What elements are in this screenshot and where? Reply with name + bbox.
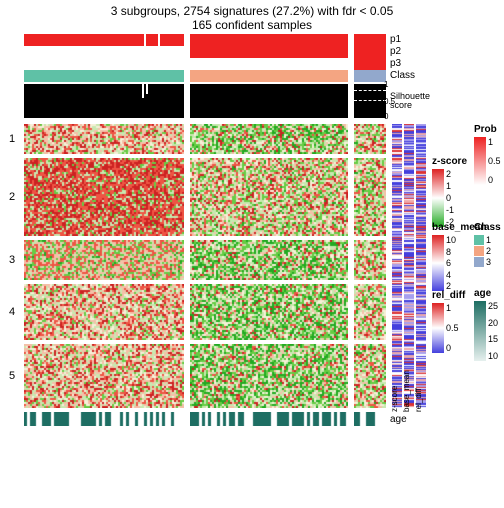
row-group-label: 2 <box>4 191 20 203</box>
legend-rel_diff: rel_diff10.50 <box>432 290 465 353</box>
heatmap-block <box>354 124 386 154</box>
legend-Prob: Prob10.50 <box>474 124 497 185</box>
sidebar-label: base_mean <box>402 370 411 412</box>
heatmap-block <box>190 344 348 408</box>
heatmap-block <box>190 158 348 236</box>
anno-p2 <box>354 46 386 58</box>
heatmap-block <box>24 344 184 408</box>
legend-age: age25201510 <box>474 288 491 361</box>
sidebar-label: z-score <box>390 386 399 412</box>
figure: 3 subgroups, 2754 signatures (27.2%) wit… <box>0 4 504 32</box>
heatmap-block <box>24 124 184 154</box>
heatmap-block <box>190 240 348 280</box>
heatmap-block <box>354 284 386 340</box>
anno-class <box>354 70 386 82</box>
row-group-label: 4 <box>4 306 20 318</box>
anno-p1 <box>190 34 348 46</box>
heatmap-block <box>354 344 386 408</box>
anno-class <box>190 70 348 82</box>
heatmap-block <box>354 158 386 236</box>
row-group-label: 1 <box>4 133 20 145</box>
title-line-1: 3 subgroups, 2754 signatures (27.2%) wit… <box>0 4 504 18</box>
anno-label-p1: p1 <box>390 34 401 45</box>
heatmap-block <box>24 240 184 280</box>
anno-p1 <box>354 34 386 46</box>
age-track-block <box>190 412 348 426</box>
heatmap-block <box>24 284 184 340</box>
age-track-block <box>24 412 184 426</box>
row-group-label: 3 <box>4 254 20 266</box>
anno-p3 <box>24 58 184 70</box>
legend-z-score: z-score210-1-2 <box>432 156 467 227</box>
anno-silhouette <box>190 84 348 118</box>
heatmap-block <box>24 158 184 236</box>
sidebar-rel-diff <box>416 124 426 408</box>
anno-p2 <box>24 46 184 58</box>
title-line-2: 165 confident samples <box>0 18 504 32</box>
sidebar-base-mean <box>404 124 414 408</box>
anno-class <box>24 70 184 82</box>
sidebar-label: rel_diff <box>414 388 423 412</box>
heatmap-block <box>354 240 386 280</box>
anno-p1 <box>24 34 184 46</box>
heatmap-block <box>190 124 348 154</box>
age-track-block <box>354 412 386 426</box>
anno-p2 <box>190 46 348 58</box>
anno-silhouette <box>24 84 184 118</box>
row-group-label: 5 <box>4 370 20 382</box>
anno-p3 <box>190 58 348 70</box>
anno-label-p3: p3 <box>390 58 401 69</box>
legend-class: Class123 <box>474 222 501 268</box>
heatmap-block <box>190 284 348 340</box>
sidebar-z-score <box>392 124 402 408</box>
anno-p3 <box>354 58 386 70</box>
anno-label-p2: p2 <box>390 46 401 57</box>
